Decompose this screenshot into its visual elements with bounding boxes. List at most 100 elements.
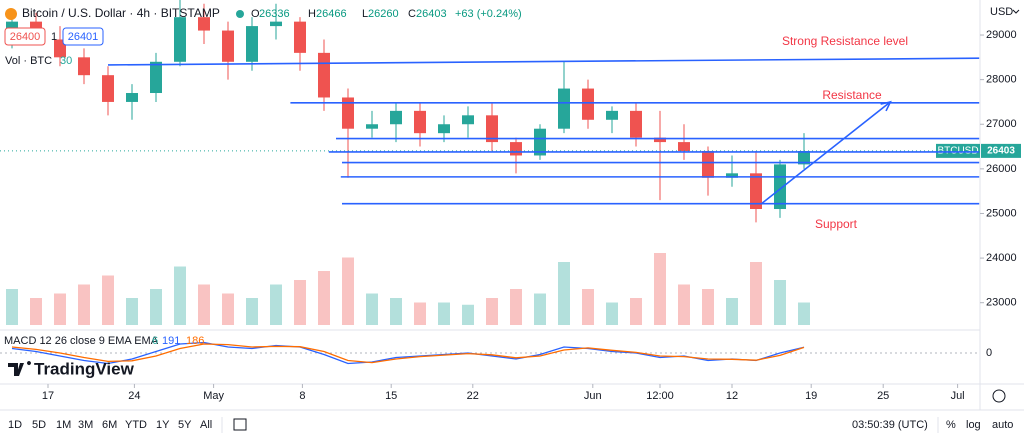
candle-body [750, 173, 762, 210]
arrow-line [761, 101, 891, 204]
volume-bar [174, 266, 186, 325]
range-button[interactable]: 5Y [178, 419, 192, 431]
volume-bar [510, 289, 522, 325]
range-button[interactable]: 6M [102, 419, 117, 431]
x-tick-label: Jun [584, 390, 602, 402]
x-tick-label: May [203, 390, 224, 402]
volume-bar [726, 298, 738, 325]
volume-bar [486, 298, 498, 325]
volume-bar [270, 284, 282, 325]
ask: 26401 [68, 31, 99, 43]
macd-line [11, 343, 805, 364]
ohlc-change: +63 (+0.24%) [455, 8, 522, 20]
volume-bar [558, 262, 570, 325]
candle-body [390, 110, 402, 125]
candle-body [78, 57, 90, 76]
volume-bar [318, 271, 330, 325]
candle-body [414, 110, 426, 134]
settings-icon[interactable] [992, 389, 1006, 403]
volume-bar [366, 293, 378, 325]
price-tag-bg [981, 143, 1021, 158]
candle-body [342, 97, 354, 129]
range-button[interactable]: 3M [78, 419, 93, 431]
trend-line [107, 57, 980, 66]
range-button[interactable]: 5D [32, 419, 46, 431]
layers: 29000 28000 27000 26000 25000 24000 23000 17 24 M… [0, 0, 1021, 402]
calendar-icon[interactable] [233, 418, 247, 431]
candle-body [678, 142, 690, 152]
volume-bar [462, 304, 474, 325]
volume-bar [30, 298, 42, 325]
volume-bar [54, 293, 66, 325]
candle-body [630, 110, 642, 138]
range-button[interactable]: 1D [8, 419, 22, 431]
x-tick-label: 12:00 [646, 390, 674, 402]
x-tick-label: 15 [385, 390, 397, 402]
volume-bar [534, 293, 546, 325]
volume-bar [750, 262, 762, 325]
candle-body [366, 124, 378, 129]
candle-body [318, 52, 330, 98]
macd-value: 186 [186, 335, 204, 347]
candle-body [246, 26, 258, 62]
volume-bar [294, 280, 306, 325]
candle-body [510, 142, 522, 156]
volume-bar [654, 253, 666, 325]
macd-histogram-value: 6 [152, 335, 158, 347]
range-button[interactable]: All [200, 419, 212, 431]
bid: 26400 [10, 31, 41, 43]
volume-value: 30 [60, 55, 72, 67]
clock: 03:50:39 (UTC) [852, 419, 928, 431]
candle-body [606, 110, 618, 120]
range-button[interactable]: 1M [56, 419, 71, 431]
volume-bar [606, 302, 618, 325]
scale-option[interactable]: auto [992, 419, 1013, 431]
range-buttons: 1D 5D 1M 3M 6M YTD 1Y 5Y All [8, 419, 212, 431]
currency[interactable]: USD [990, 6, 1013, 18]
y-tick-label: 29000 [986, 29, 1017, 41]
y-tick-label: 28000 [986, 74, 1017, 86]
symbol-tag: BTCUSD [937, 146, 978, 157]
x-tick-label: 8 [299, 390, 305, 402]
candle-body [774, 164, 786, 210]
volume-bar [222, 293, 234, 325]
volume-bar [702, 289, 714, 325]
volume-label: Vol · BTC [5, 55, 52, 67]
annotation: Resistance [822, 88, 882, 102]
candle-body [558, 88, 570, 129]
candle-body [654, 137, 666, 143]
x-tick-label: 12 [726, 390, 738, 402]
macd-tick-label: 0 [986, 347, 992, 359]
market-status [236, 10, 244, 18]
buy-button[interactable] [62, 27, 104, 46]
scale-option[interactable]: log [966, 419, 981, 431]
volume-bar [774, 280, 786, 325]
y-tick-label: 27000 [986, 118, 1017, 130]
ohlc-value: 26260 [368, 8, 399, 20]
candle-body [102, 75, 114, 102]
sell-button[interactable] [4, 27, 46, 46]
candle-body [582, 88, 594, 120]
macd-value: 191 [162, 335, 180, 347]
ohlc-value: 26403 [416, 8, 447, 20]
y-tick-label: 25000 [986, 207, 1017, 219]
y-tick-label: 23000 [986, 297, 1017, 309]
y-tick-label: 24000 [986, 252, 1017, 264]
ohlc-value: 26466 [316, 8, 347, 20]
candle-body [294, 21, 306, 53]
scale-option[interactable]: % [946, 419, 956, 431]
candle-body [726, 173, 738, 178]
ohlc-value: 26336 [259, 8, 290, 20]
logo: TradingView [34, 359, 135, 378]
volume-bar [150, 289, 162, 325]
ohlc-label: H [308, 8, 316, 20]
annotation: Support [815, 217, 858, 231]
currency-dropdown [1012, 9, 1020, 14]
x-tick-label: 22 [467, 390, 479, 402]
candle-body [270, 21, 282, 27]
candle-body [438, 124, 450, 134]
candle-body [126, 93, 138, 102]
range-button[interactable]: 1Y [156, 419, 170, 431]
range-button[interactable]: YTD [125, 419, 147, 431]
